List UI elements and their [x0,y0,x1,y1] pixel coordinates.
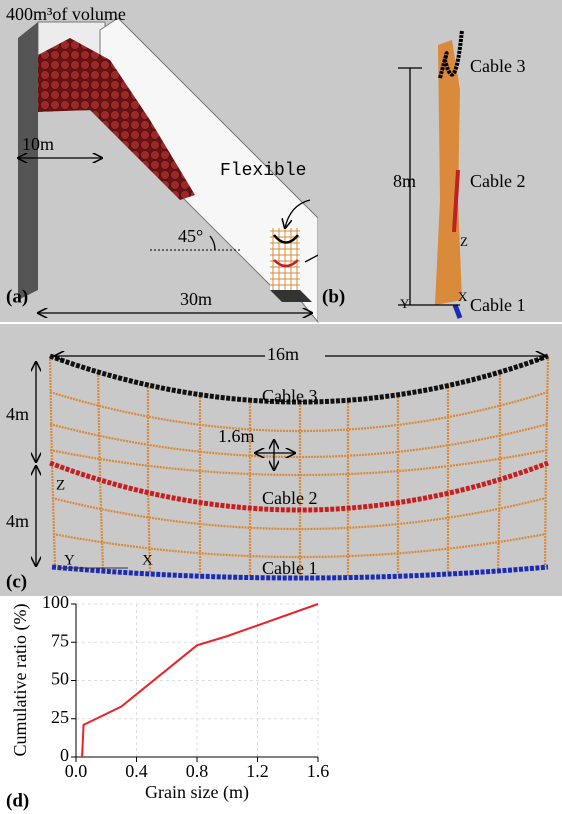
dim-label: 8m [393,171,416,191]
y-tick-label: 50 [51,669,69,689]
cable-3 [49,353,549,405]
y-tick-label: 75 [51,630,69,650]
panel-label: (a) [6,286,28,307]
axis-label: Z [56,477,65,493]
cable-label: Cable 3 [470,56,526,76]
panel-label: (c) [6,571,27,592]
axis-label: X [458,289,468,304]
dim-label: 4m [6,404,29,424]
cable-1 [51,564,549,581]
y-axis-title: Cumulative ratio (%) [10,604,31,757]
debris [38,38,195,200]
dim-label: 10m [22,134,54,154]
cable [273,259,299,268]
cable-2 [49,460,549,513]
panel-c: 16m Cable 3 4m 1.6m Z Cable 2 4m Y X Cab… [0,324,562,596]
dim-label: 1.6m [218,426,255,446]
axis-label: Z [460,234,468,249]
x-tick-label: 1.6 [307,761,330,781]
x-tick-label: 0.4 [125,761,148,781]
data-line [81,603,319,758]
panel-label: (b) [322,286,345,307]
panel-a: 400m³of volume 10m Flexible barrier 45° … [0,0,393,324]
cable-label: Cable 3 [262,386,318,406]
y-tick-label: 100 [42,592,69,612]
net-line [146,384,152,574]
net-line [49,448,549,477]
net-line [51,496,547,531]
dim-label: 30m [180,289,212,309]
dim-label: 16m [267,344,299,364]
panel-b: Cable 3 8m Cable 2 Z X Y Cable 1 (b) [318,0,562,322]
net-line [49,390,549,433]
cable [273,234,299,244]
back-plate [18,22,38,300]
cable-2 [452,169,460,233]
y-tick-label: 25 [51,707,69,727]
x-tick-label: 0.0 [65,761,88,781]
y-tick-label: 0 [60,745,69,765]
cable-label: Cable 2 [470,171,526,191]
net-line [49,422,549,459]
angle-arc [209,235,216,251]
chart: Grain size (m) Cumulative ratio (%) (d) … [6,592,329,811]
angle-label: 45° [178,226,203,246]
cable-label: Cable 1 [470,295,526,315]
x-axis-title: Grain size (m) [145,782,249,803]
cable-label: Cable 1 [262,558,318,578]
net-line [52,532,547,559]
volume-label: 400m³of volume [6,4,126,24]
axis-label: Y [400,296,410,311]
cable-1 [452,304,463,319]
x-tick-label: 1.2 [246,761,269,781]
axis-label: Y [64,552,75,568]
barrier-side [435,40,462,305]
axis-label: X [142,552,153,568]
cable-label: Cable 2 [262,488,318,508]
barrier-base [270,290,312,302]
panel-bg [0,324,562,596]
cable-3 [438,29,464,79]
pointer [285,199,311,228]
x-tick-label: 0.8 [186,761,209,781]
dim-label: 4m [6,511,29,531]
panel-label: (d) [6,790,29,811]
